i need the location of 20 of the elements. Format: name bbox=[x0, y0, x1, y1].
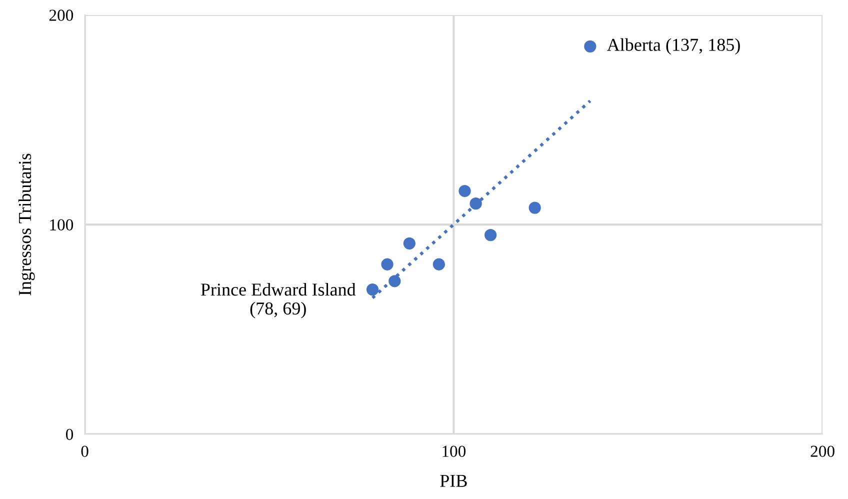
annotation: Alberta (137, 185) bbox=[607, 38, 740, 55]
x-tick-label: 100 bbox=[442, 446, 466, 457]
point bbox=[458, 184, 471, 198]
point bbox=[528, 202, 541, 214]
point bbox=[388, 275, 401, 288]
x-axis-title: PIB bbox=[440, 474, 467, 487]
point bbox=[403, 237, 416, 250]
y-tick-label: 200 bbox=[49, 10, 74, 21]
annotation: Prince Edward Island (78, 69) bbox=[200, 283, 356, 318]
point bbox=[381, 258, 394, 270]
point bbox=[470, 198, 482, 210]
y-tick-label: 100 bbox=[50, 219, 74, 230]
point bbox=[432, 258, 445, 270]
x-tick-label: 200 bbox=[810, 446, 834, 457]
point bbox=[584, 40, 596, 52]
y-tick-label: 0 bbox=[66, 428, 74, 440]
x-tick-label: 0 bbox=[81, 446, 88, 457]
point bbox=[366, 283, 379, 296]
y-axis-title: Ingressos Tributaris bbox=[18, 154, 35, 296]
point bbox=[484, 228, 497, 242]
